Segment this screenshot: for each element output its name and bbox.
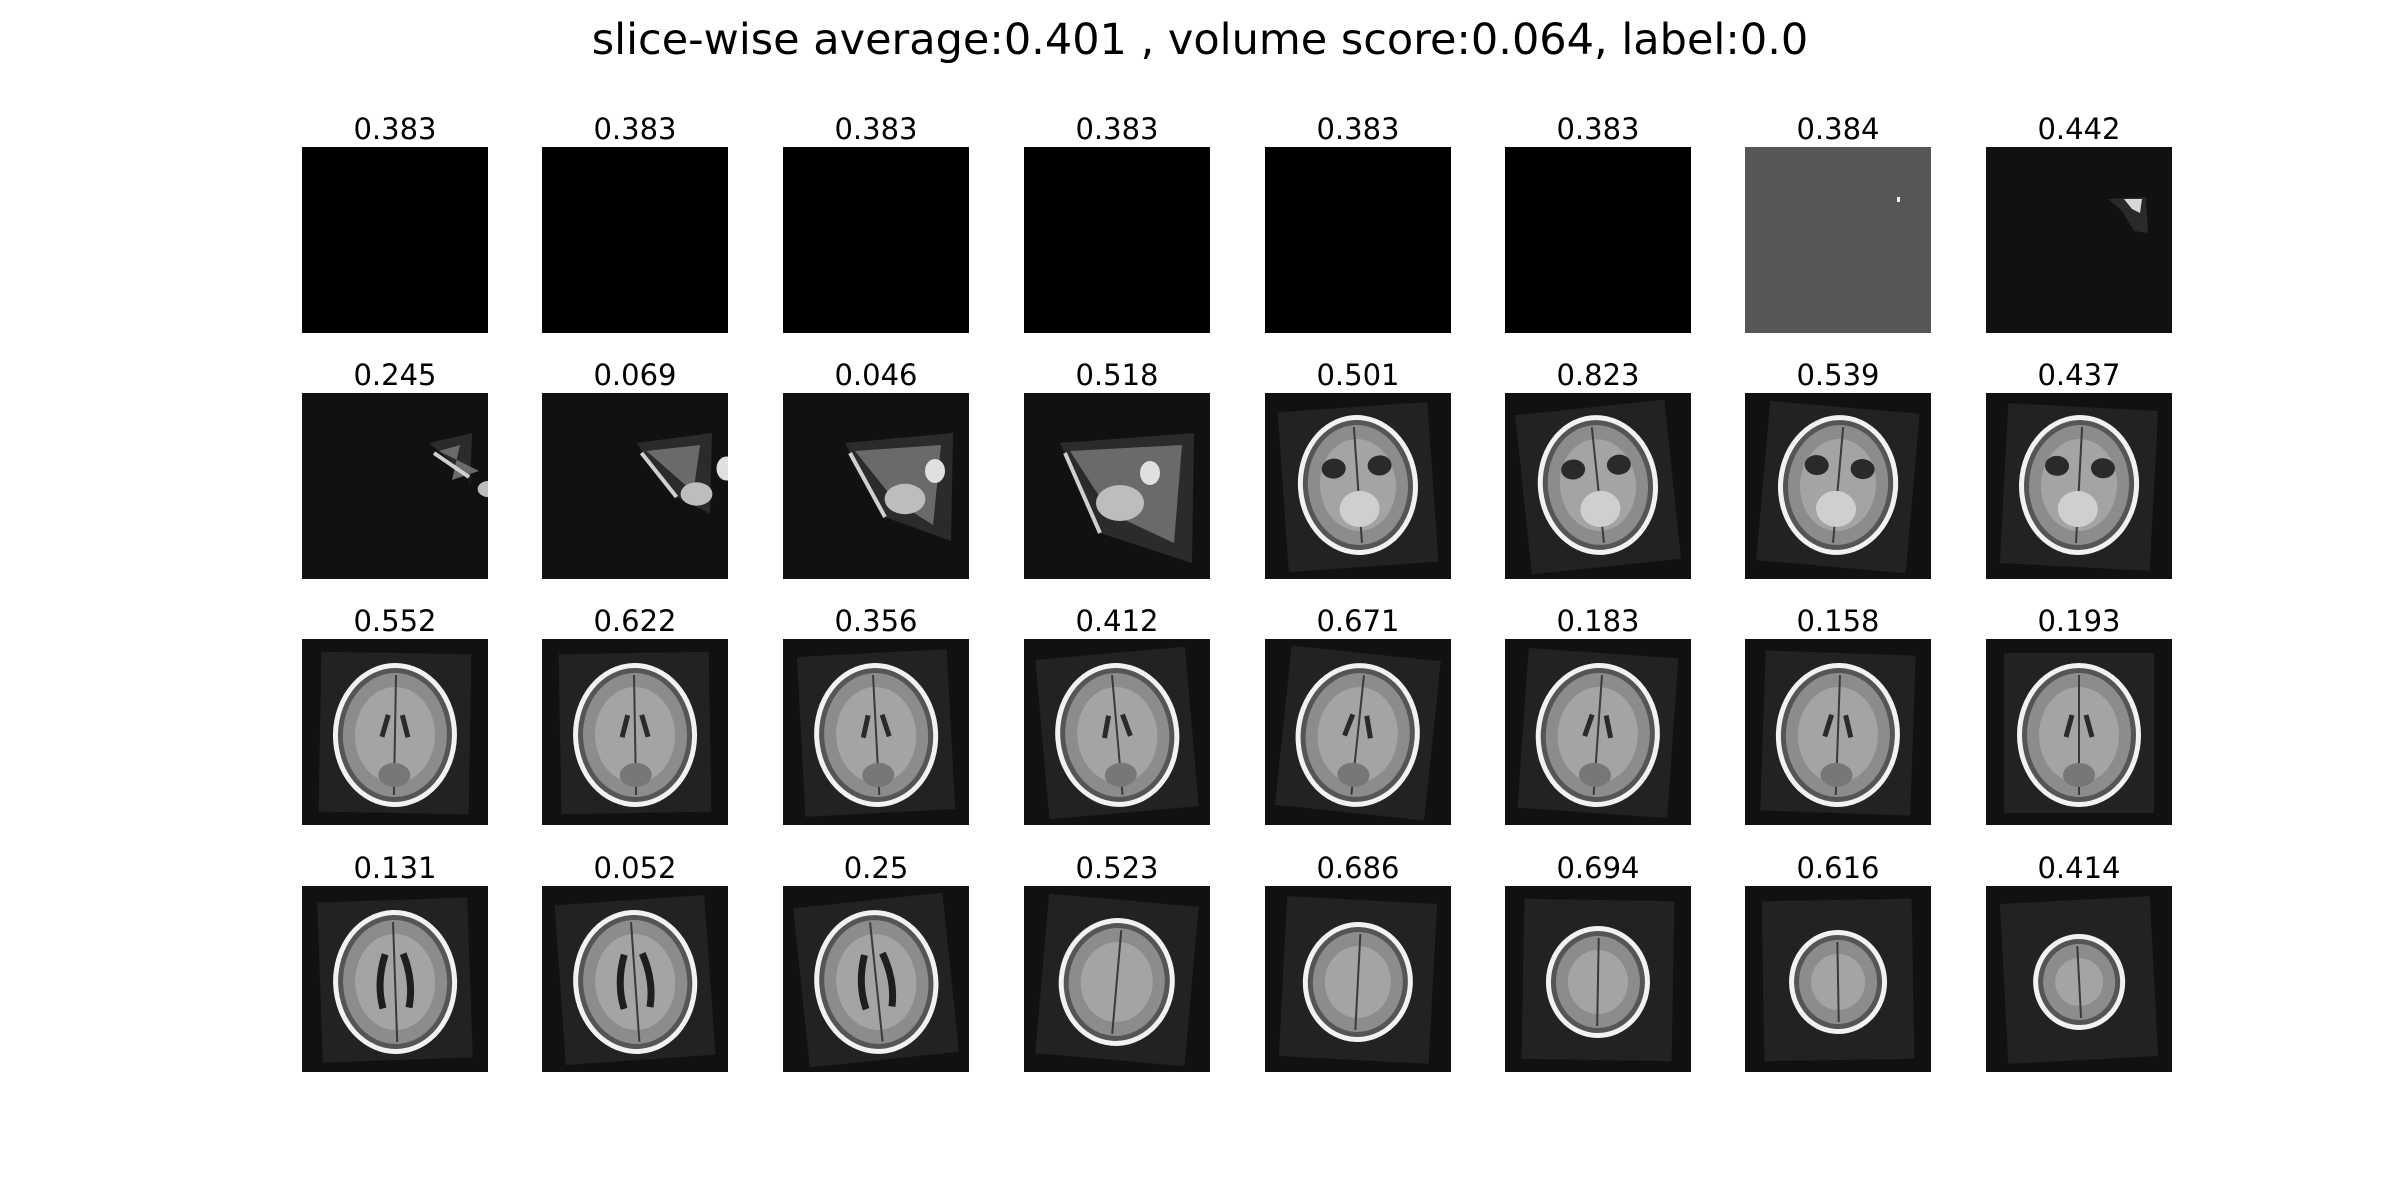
mri-slice-image [783,886,969,1072]
mri-slice-image [1265,886,1451,1072]
mri-slice-image [1986,393,2172,579]
mri-slice-image [542,147,728,333]
slice-score: 0.245 [353,358,437,392]
slice-score: 0.183 [1556,604,1640,638]
slice-score: 0.686 [1316,851,1400,885]
mri-slice-image [1745,147,1931,333]
mri-slice-image [542,639,728,825]
figure-title: slice-wise average:0.401 , volume score:… [591,15,1809,65]
slice-score: 0.384 [1796,112,1880,146]
slice-score: 0.069 [593,358,677,392]
mri-slice-image [1024,147,1210,333]
mri-slice-image [1745,393,1931,579]
slice-score: 0.383 [834,112,918,146]
slice-score: 0.356 [834,604,918,638]
slice-score: 0.694 [1556,851,1640,885]
slice-score: 0.383 [1316,112,1400,146]
slice-score: 0.501 [1316,358,1400,392]
mri-slice-image [1505,639,1691,825]
slice-score: 0.616 [1796,851,1880,885]
mri-slice-image [1505,147,1691,333]
mri-slice-image [542,886,728,1072]
slice-score: 0.539 [1796,358,1880,392]
mri-slice-image [1265,393,1451,579]
slice-score: 0.131 [353,851,437,885]
mri-slice-image [302,639,488,825]
slice-score: 0.523 [1075,851,1159,885]
mri-slice-image [1505,886,1691,1072]
mri-slice-image [1745,886,1931,1072]
slice-score: 0.671 [1316,604,1400,638]
slice-score: 0.518 [1075,358,1159,392]
slice-score: 0.383 [1075,112,1159,146]
slice-score: 0.414 [2037,851,2121,885]
mri-slice-image [1024,639,1210,825]
mri-slice-image [1024,393,1210,579]
slice-score: 0.193 [2037,604,2121,638]
slice-score: 0.823 [1556,358,1640,392]
mri-slice-image [1986,886,2172,1072]
mri-slice-image [1265,639,1451,825]
mri-slice-image [542,393,728,579]
mri-slice-image [302,886,488,1072]
slice-score: 0.046 [834,358,918,392]
slice-score: 0.383 [1556,112,1640,146]
slice-score: 0.25 [843,851,909,885]
mri-slice-image [1024,886,1210,1072]
slice-score: 0.158 [1796,604,1880,638]
mri-slice-image [783,639,969,825]
slice-score: 0.052 [593,851,677,885]
mri-slice-image [1265,147,1451,333]
mri-slice-image [1745,639,1931,825]
mri-slice-image [783,393,969,579]
mri-slice-image [783,147,969,333]
mri-slice-image [302,147,488,333]
mri-slice-image [1986,147,2172,333]
slice-score: 0.383 [353,112,437,146]
mri-slice-image [302,393,488,579]
slice-score: 0.442 [2037,112,2121,146]
slice-score: 0.383 [593,112,677,146]
slice-score: 0.437 [2037,358,2121,392]
slice-score: 0.412 [1075,604,1159,638]
slice-score: 0.622 [593,604,677,638]
mri-slice-image [1505,393,1691,579]
mri-slice-image [1986,639,2172,825]
slice-score: 0.552 [353,604,437,638]
